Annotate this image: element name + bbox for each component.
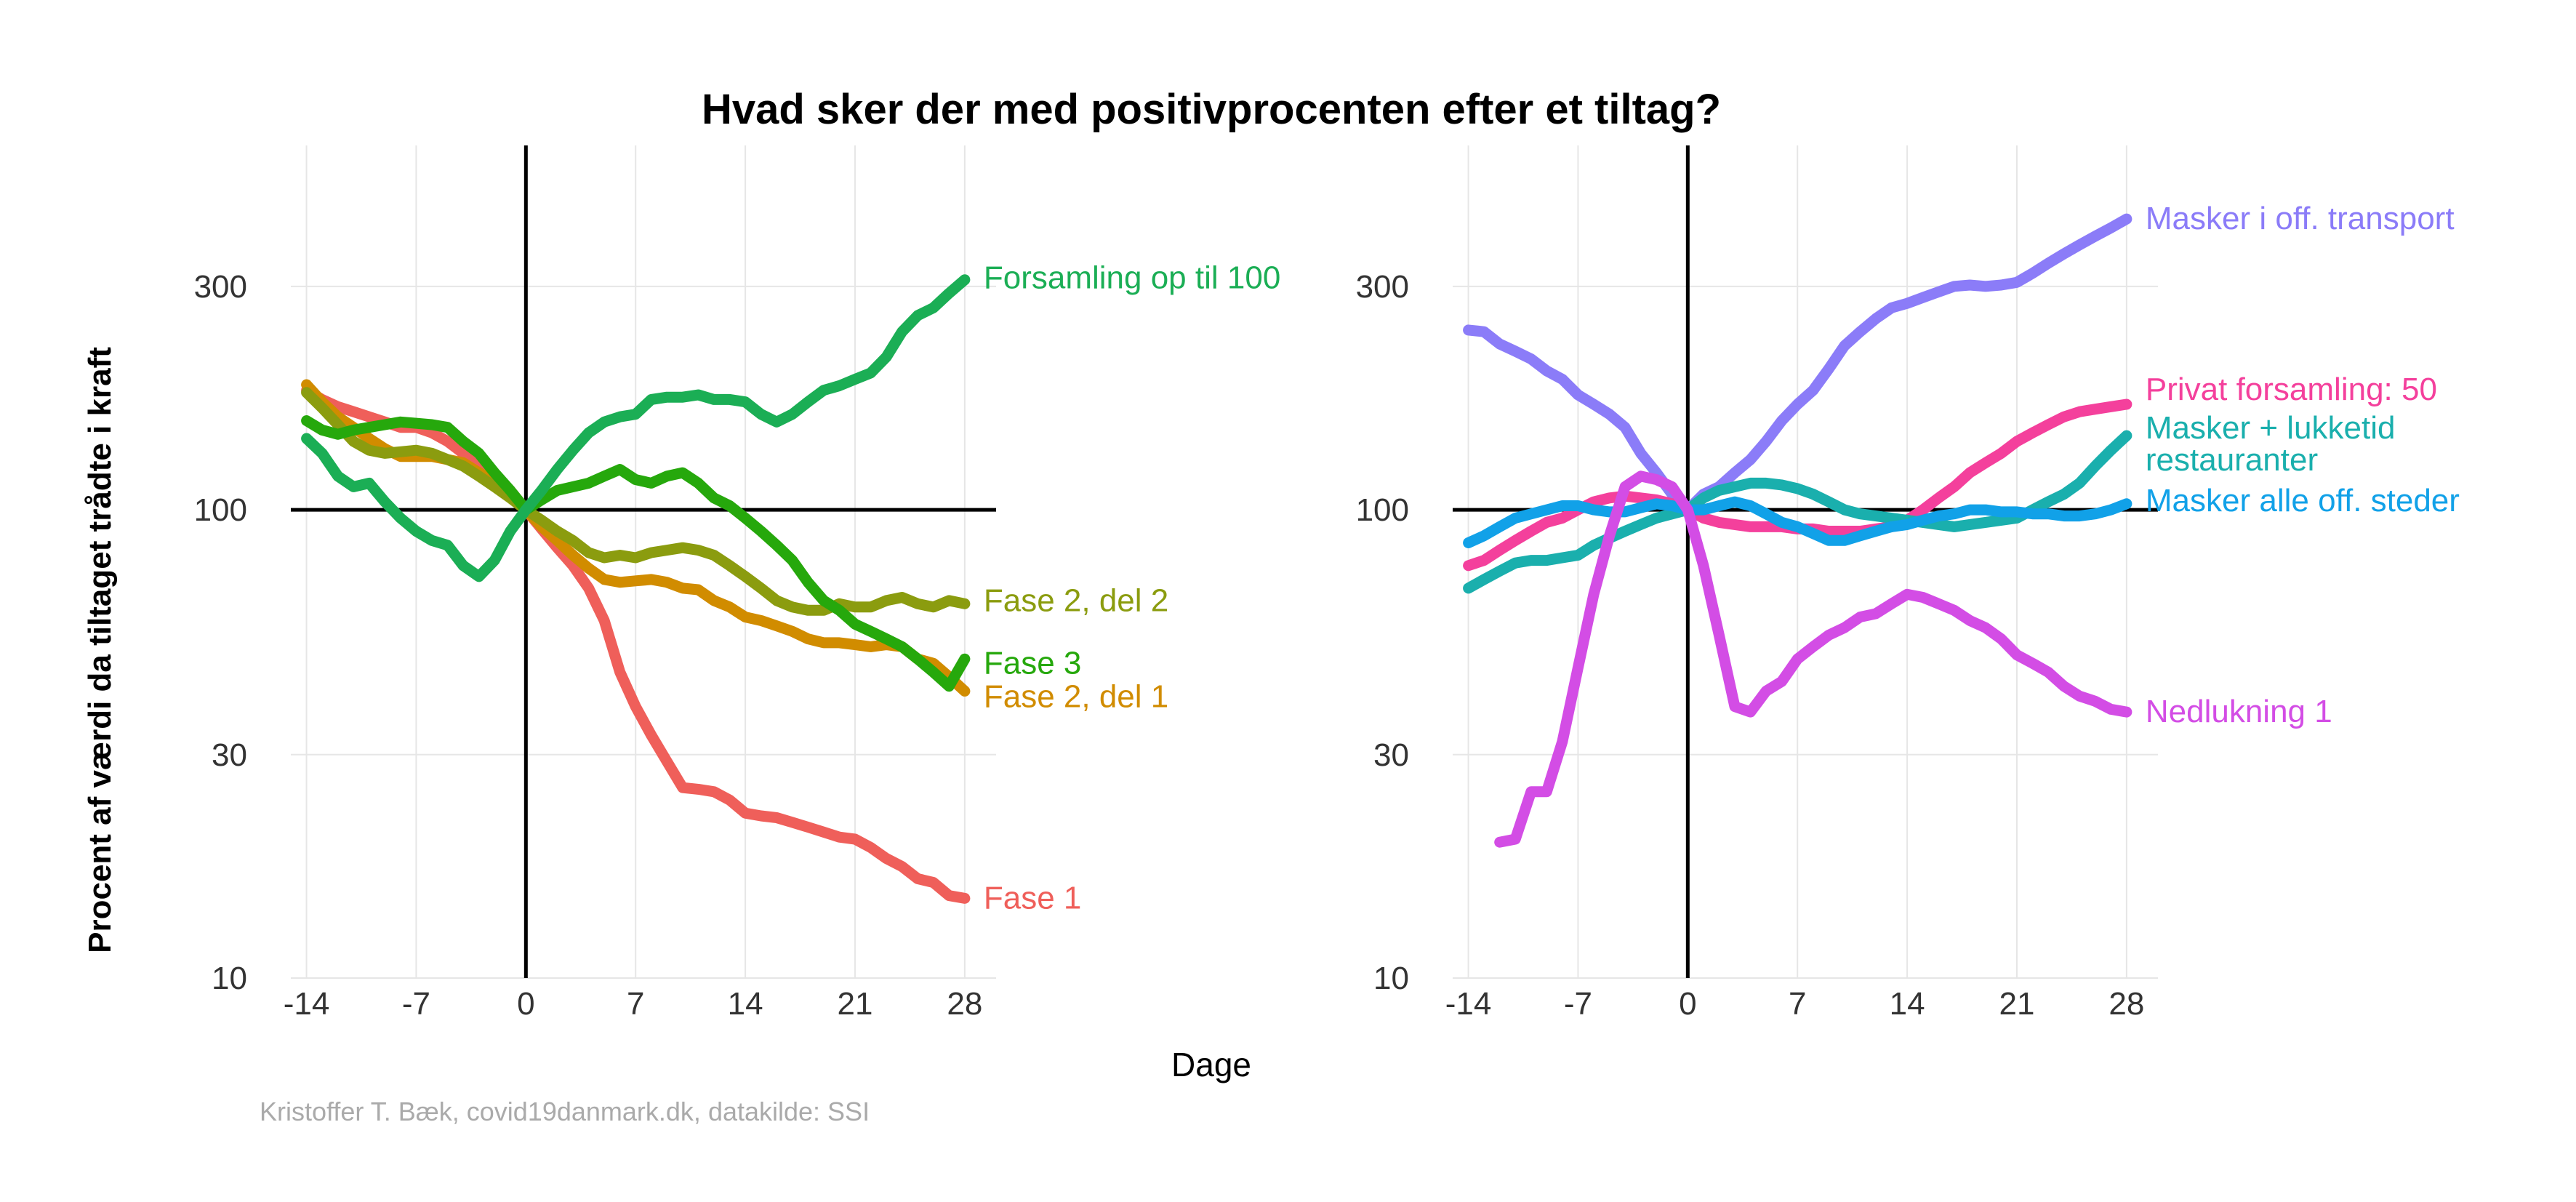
series-label: Fase 1 [984,880,1082,915]
x-tick-label: 28 [2108,986,2144,1022]
series-label: Masker alle off. steder [2146,483,2460,518]
x-tick-label: 7 [627,986,644,1022]
x-axis-label: Dage [1171,1046,1251,1083]
y-tick-label: 100 [1356,492,1409,528]
x-tick-label: 7 [1789,986,1806,1022]
right-panel: -14 -7 0 7 14 21 28 10 30 100 300 Masker i off. tra… [1356,145,2460,1022]
x-tick-label: 14 [1890,986,1925,1022]
x-tick-label: -7 [402,986,430,1022]
y-tick-label: 10 [212,961,247,996]
x-tick-label: -14 [1445,986,1492,1022]
series-line [301,387,971,616]
series-line [301,379,971,697]
x-tick-label: 0 [1679,986,1696,1022]
y-tick-label: 10 [1373,961,1409,996]
series-line [301,415,971,692]
series-label: Masker + lukketid restauranter [2146,410,2396,478]
x-tick-label: 21 [1999,986,2035,1022]
series-label: Fase 2, del 2 [984,582,1168,618]
x-tick-label: -14 [284,986,330,1022]
series-line [1463,496,2132,548]
y-axis-label: Procent af værdi da tiltaget trådte i kr… [82,347,118,953]
series-line [1463,430,2132,594]
series-label: Privat forsamling: 50 [2146,372,2437,407]
y-tick-label: 100 [194,492,247,528]
y-tick-label: 300 [1356,269,1409,305]
series-label: Forsamling op til 100 [984,260,1280,296]
caption: Kristoffer T. Bæk, covid19danmark.dk, da… [260,1097,870,1126]
left-panel: -14 -7 0 7 14 21 28 10 30 100 300 Fase 1 Fase 2, del… [194,145,1280,1022]
series-line [1494,470,2132,848]
y-tick-label: 300 [194,269,247,305]
series-label: Nedlukning 1 [2146,694,2332,729]
series-line [301,274,971,582]
y-tick-label: 30 [212,737,247,773]
series-line [1463,213,2132,516]
series-label: Masker i off. transport [2146,201,2455,236]
series-label: Fase 2, del 1 [984,678,1168,714]
x-tick-label: -7 [1564,986,1592,1022]
x-tick-label: 0 [517,986,534,1022]
chart-title: Hvad sker der med positivprocenten efter… [702,86,1721,133]
y-tick-label: 30 [1373,737,1409,773]
x-tick-label: 21 [838,986,873,1022]
x-tick-label: 14 [728,986,763,1022]
x-tick-label: 28 [947,986,982,1022]
series-label: Fase 3 [984,645,1082,681]
